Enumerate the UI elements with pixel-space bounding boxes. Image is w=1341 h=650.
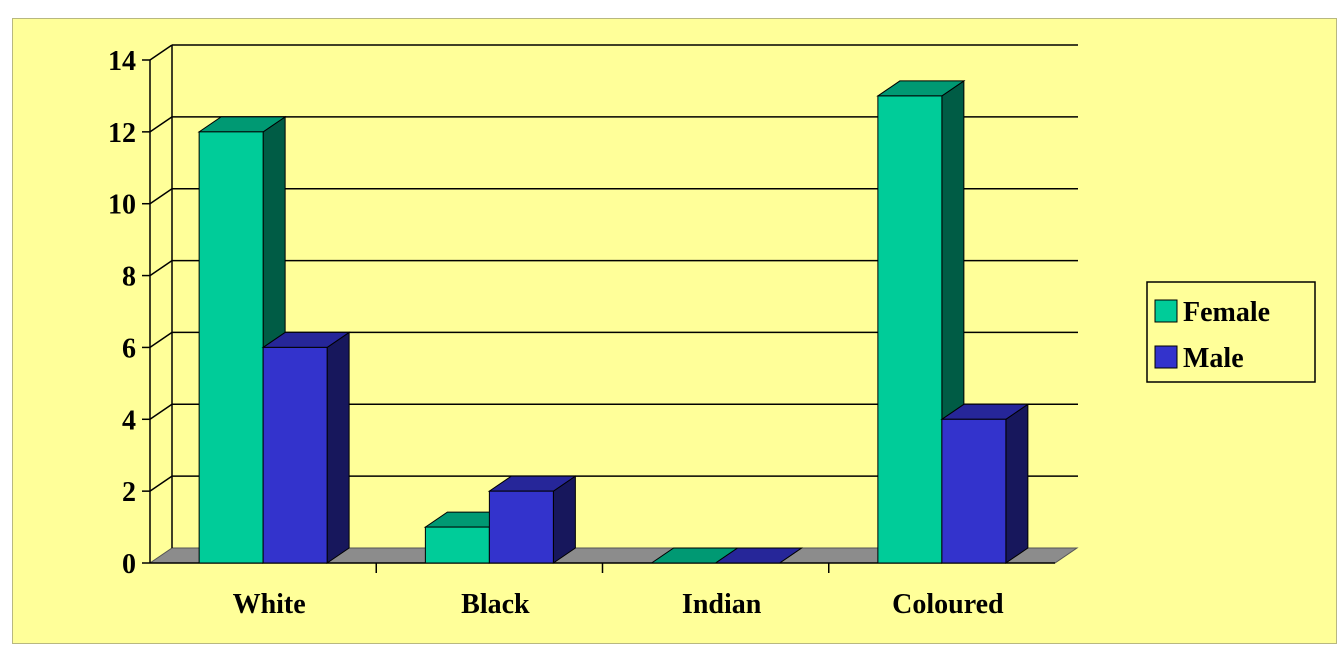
x-axis-labels: White Black Indian Coloured bbox=[233, 589, 1004, 620]
gridline-diagonal bbox=[149, 44, 173, 61]
gridline-diagonal bbox=[149, 116, 173, 133]
y-tick-label: 6 bbox=[122, 333, 136, 364]
legend-label-female: Female bbox=[1183, 297, 1270, 328]
bar-front-face bbox=[262, 346, 328, 564]
gridline-diagonal bbox=[149, 403, 173, 420]
y-tick-label: 8 bbox=[122, 262, 136, 293]
bar-male-black bbox=[487, 475, 577, 564]
gridline-diagonal bbox=[149, 331, 173, 349]
bar-male-coloured bbox=[940, 403, 1030, 564]
legend-label-male: Male bbox=[1183, 343, 1244, 374]
y-tick-label: 2 bbox=[122, 477, 136, 508]
bar-front-face bbox=[424, 526, 490, 564]
x-tick-label: White bbox=[233, 589, 306, 620]
bar-front-face bbox=[198, 131, 264, 564]
bar-front-face bbox=[488, 490, 554, 564]
bar-front-face bbox=[877, 95, 943, 564]
y-axis-ticks: 0 2 4 6 8 10 12 14 bbox=[108, 46, 150, 580]
y-tick-label: 0 bbox=[122, 549, 136, 580]
x-tick-label: Black bbox=[461, 589, 530, 620]
y-tick-label: 12 bbox=[108, 118, 136, 149]
bar-male-white bbox=[261, 331, 351, 564]
gridline-diagonal bbox=[149, 259, 173, 277]
bar-top-face bbox=[714, 547, 804, 564]
bar-side-face bbox=[326, 331, 350, 564]
x-tick-label: Indian bbox=[682, 589, 762, 620]
legend-swatch-male bbox=[1154, 345, 1178, 369]
bar-side-face bbox=[1005, 403, 1029, 564]
y-tick-label: 4 bbox=[122, 405, 136, 436]
y-tick-label: 10 bbox=[108, 190, 136, 221]
gridline-diagonal bbox=[149, 188, 173, 205]
y-tick-label: 14 bbox=[108, 46, 136, 77]
bars bbox=[197, 79, 1030, 564]
gridline-diagonal bbox=[149, 475, 173, 492]
x-tick-label: Coloured bbox=[892, 589, 1004, 620]
legend-swatch-female bbox=[1154, 299, 1178, 323]
bar-male-indian bbox=[714, 547, 804, 564]
legend: Female Male bbox=[1146, 281, 1316, 383]
bar-front-face bbox=[941, 418, 1007, 564]
